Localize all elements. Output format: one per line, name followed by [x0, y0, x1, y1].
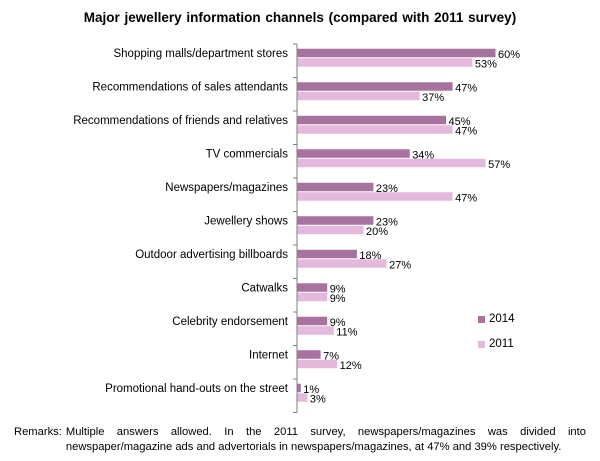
- legend-item-2014: 2014: [478, 312, 515, 326]
- bar-2011: [297, 58, 473, 67]
- bar-2011: [297, 91, 420, 101]
- bar-2011: [297, 393, 308, 402]
- data-label-2014: 45%: [449, 116, 471, 128]
- remarks-text: Multiple answers allowed. In the 2011 su…: [65, 426, 586, 453]
- data-label-2014: 23%: [376, 183, 398, 195]
- bar-2014: [297, 283, 328, 292]
- bar-2014: [297, 216, 374, 225]
- data-label-2011: 57%: [488, 159, 510, 171]
- bar-2014: [297, 82, 453, 91]
- bar-2011: [297, 259, 387, 268]
- bar-2014: [297, 115, 446, 125]
- bar-2014: [297, 249, 357, 259]
- data-label-2014: 9%: [330, 283, 346, 295]
- bar-2014: [297, 149, 410, 158]
- category-label: Jewellery shows: [204, 215, 288, 227]
- bar-2011: [297, 225, 364, 235]
- bar-chart: Shopping malls/department stores 60%53% Re…: [73, 43, 520, 413]
- data-label-2014: 60%: [498, 49, 520, 61]
- legend-label-2014: 2014: [489, 313, 515, 325]
- bar-2011: [297, 359, 338, 369]
- remarks-label: Remarks:: [14, 426, 62, 438]
- category-label: Shopping malls/department stores: [113, 48, 288, 60]
- category-label: Recommendations of sales attendants: [92, 81, 288, 93]
- bar-2011: [297, 158, 486, 168]
- bar-2011: [297, 125, 453, 134]
- category-label: Catwalks: [241, 282, 288, 294]
- data-label-2011: 12%: [340, 360, 362, 372]
- bar-2011: [297, 292, 328, 302]
- legend: 2014 2011: [478, 312, 515, 362]
- data-label-2011: 9%: [330, 293, 346, 305]
- data-label-2011: 20%: [366, 226, 388, 238]
- data-label-2014: 7%: [323, 350, 339, 362]
- data-label-2011: 53%: [475, 58, 497, 70]
- legend-swatch-2014: [478, 315, 485, 323]
- legend-label-2011: 2011: [489, 338, 514, 350]
- bar-2011: [297, 326, 334, 335]
- data-label-2014: 47%: [455, 82, 477, 94]
- category-label: Newspapers/magazines: [165, 182, 288, 194]
- category-label: Celebrity endorsement: [172, 316, 289, 328]
- data-label-2011: 47%: [455, 192, 477, 204]
- remarks: Remarks: Multiple answers allowed. In th…: [14, 425, 586, 455]
- category-label: Outdoor advertising billboards: [135, 249, 288, 261]
- bar-2011: [297, 192, 453, 201]
- chart-title: Major jewellery information channels (co…: [83, 10, 517, 25]
- data-label-2011: 37%: [422, 92, 444, 104]
- data-label-2014: 18%: [359, 250, 381, 262]
- data-label-2011: 11%: [336, 326, 357, 338]
- bar-2014: [297, 316, 328, 326]
- bar-2014: [297, 350, 321, 359]
- category-label: TV commercials: [206, 148, 289, 160]
- data-label-2014: 23%: [376, 216, 398, 228]
- data-label-2011: 3%: [310, 393, 326, 405]
- data-label-2014: 9%: [330, 317, 346, 329]
- data-label-2014: 34%: [412, 149, 434, 161]
- bar-2014: [297, 182, 374, 192]
- legend-item-2011: 2011: [478, 337, 515, 351]
- category-label: Internet: [249, 349, 289, 361]
- category-label: Promotional hand-outs on the street: [105, 383, 289, 395]
- data-label-2011: 47%: [455, 125, 477, 137]
- bar-2014: [297, 383, 301, 393]
- bar-2014: [297, 48, 496, 58]
- legend-swatch-2011: [478, 340, 485, 348]
- data-label-2011: 27%: [389, 259, 411, 271]
- category-label: Recommendations of friends and relatives: [73, 115, 288, 127]
- data-label-2014: 1%: [303, 384, 319, 396]
